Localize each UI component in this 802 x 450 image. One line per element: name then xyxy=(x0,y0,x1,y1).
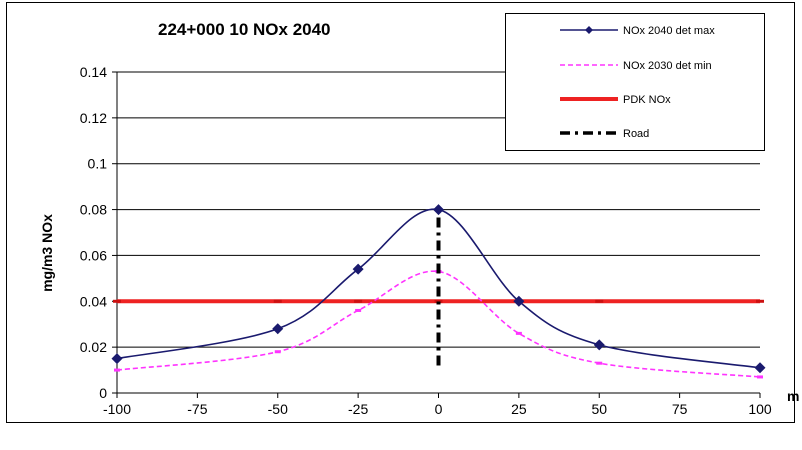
y-tick-label: 0.04 xyxy=(80,293,107,309)
x-tick-label: 0 xyxy=(435,401,443,417)
x-tick-label: 75 xyxy=(672,401,688,417)
nox-2040-point xyxy=(593,339,605,351)
y-axis-label: mg/m3 NOx xyxy=(39,214,55,292)
chart-title: 224+000 10 NOx 2040 xyxy=(158,20,331,39)
y-tick-label: 0.1 xyxy=(88,156,108,172)
nox-2040-point xyxy=(513,295,525,307)
nox-2040-point xyxy=(433,204,444,216)
nox-2030-point xyxy=(515,331,522,335)
legend-marker-nox-2040 xyxy=(585,26,593,34)
nox-2030-point xyxy=(114,368,120,372)
axes xyxy=(112,71,761,398)
tick-labels: 0 0.02 0.04 0.06 0.08 0.1 0.12 0.14 -100 -75 -50 -2… xyxy=(80,64,772,417)
x-axis-label: m xyxy=(787,388,799,404)
nox-2030-point xyxy=(757,375,763,379)
x-tick-label: 100 xyxy=(748,401,772,417)
pdk-nox-point xyxy=(113,299,121,303)
y-tick-label: 0 xyxy=(99,385,107,401)
y-tick-label: 0.08 xyxy=(80,202,107,218)
y-tick-label: 0.02 xyxy=(80,339,107,355)
pdk-nox-point xyxy=(595,299,604,303)
pdk-nox-point xyxy=(354,299,363,303)
pdk-nox-point xyxy=(756,299,764,303)
legend-label: PDK NOx xyxy=(623,94,671,106)
legend-label: NOx 2040 det max xyxy=(623,25,715,37)
legend: NOx 2040 det max NOx 2030 det min PDK NOx R… xyxy=(505,13,765,151)
y-tick-label: 0.12 xyxy=(80,110,107,126)
nox-2040-point xyxy=(352,263,364,275)
series-nox-2030-line xyxy=(116,270,761,378)
x-tick-label: -25 xyxy=(348,401,368,417)
nox-2040-point xyxy=(111,353,123,365)
nox-2030-point xyxy=(274,350,281,354)
nox-2040-point xyxy=(272,323,284,335)
nox-2040-point xyxy=(754,362,766,374)
series-layer xyxy=(111,204,766,379)
y-tick-label: 0.06 xyxy=(80,247,107,263)
chart-border xyxy=(6,2,795,423)
legend-box xyxy=(505,13,765,151)
pdk-nox-point xyxy=(273,299,282,303)
x-tick-label: -75 xyxy=(187,401,207,417)
pdk-nox-point xyxy=(434,299,443,303)
x-tick-label: -100 xyxy=(103,401,131,417)
x-tick-label: 50 xyxy=(591,401,607,417)
y-tick-label: 0.14 xyxy=(80,64,107,80)
nox-2030-point xyxy=(596,361,603,365)
nox-2030-point xyxy=(355,308,362,312)
legend-label: Road xyxy=(623,128,649,140)
x-tick-label: 25 xyxy=(511,401,527,417)
legend-label: NOx 2030 det min xyxy=(623,60,712,72)
x-tick-label: -50 xyxy=(268,401,288,417)
